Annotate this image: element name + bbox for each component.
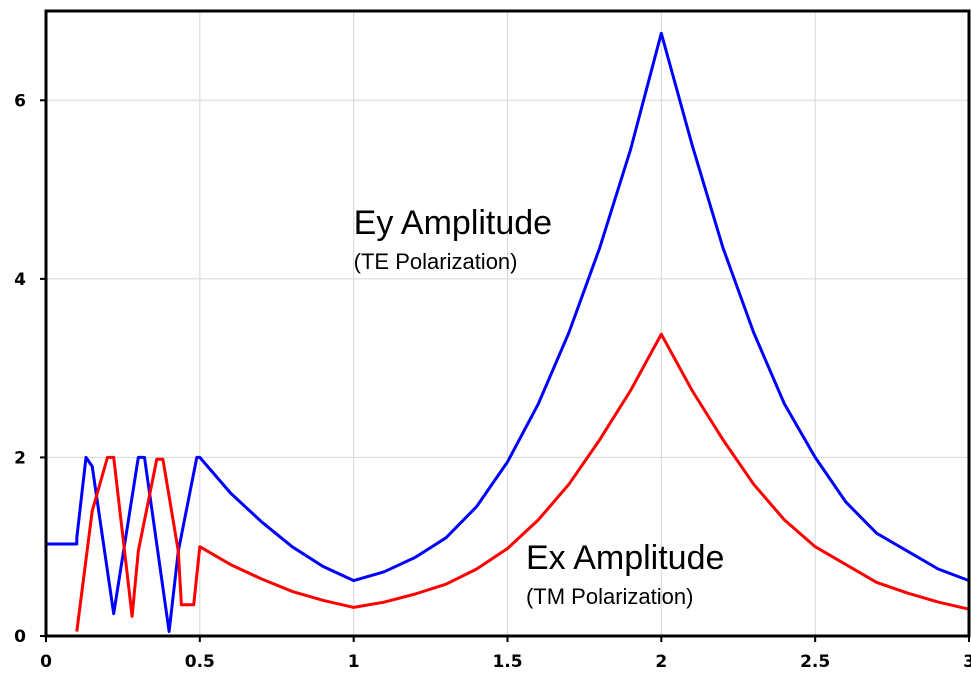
annotation-subtitle: (TE Polarization) xyxy=(354,249,518,274)
y-tick-label: 2 xyxy=(14,448,26,468)
annotation-subtitle: (TM Polarization) xyxy=(526,584,693,609)
x-tick-label: 0.5 xyxy=(185,652,215,672)
x-tick-label: 0 xyxy=(40,652,52,672)
series-line-0 xyxy=(46,31,970,633)
x-tick-label: 2.5 xyxy=(800,652,830,672)
x-tick-label: 1.5 xyxy=(492,652,522,672)
x-axis-ticks: 0 0.5 1 1.5 2 2.5 3 xyxy=(40,636,971,672)
y-tick-label: 0 xyxy=(14,627,26,647)
x-tick-label: 3 xyxy=(963,652,971,672)
annotation-title: Ex Amplitude xyxy=(526,539,724,577)
annotation-title: Ey Amplitude xyxy=(354,204,552,242)
grid xyxy=(46,11,969,636)
y-tick-label: 6 xyxy=(14,91,26,111)
x-tick-label: 1 xyxy=(348,652,360,672)
y-axis-ticks: 0 2 4 6 xyxy=(14,91,46,647)
series-line-1 xyxy=(75,332,970,632)
annotations: Ey Amplitude (TE Polarization) Ex Amplitud… xyxy=(354,204,725,609)
y-tick-label: 4 xyxy=(14,270,26,290)
x-tick-label: 2 xyxy=(655,652,667,672)
series-lines xyxy=(46,31,970,633)
